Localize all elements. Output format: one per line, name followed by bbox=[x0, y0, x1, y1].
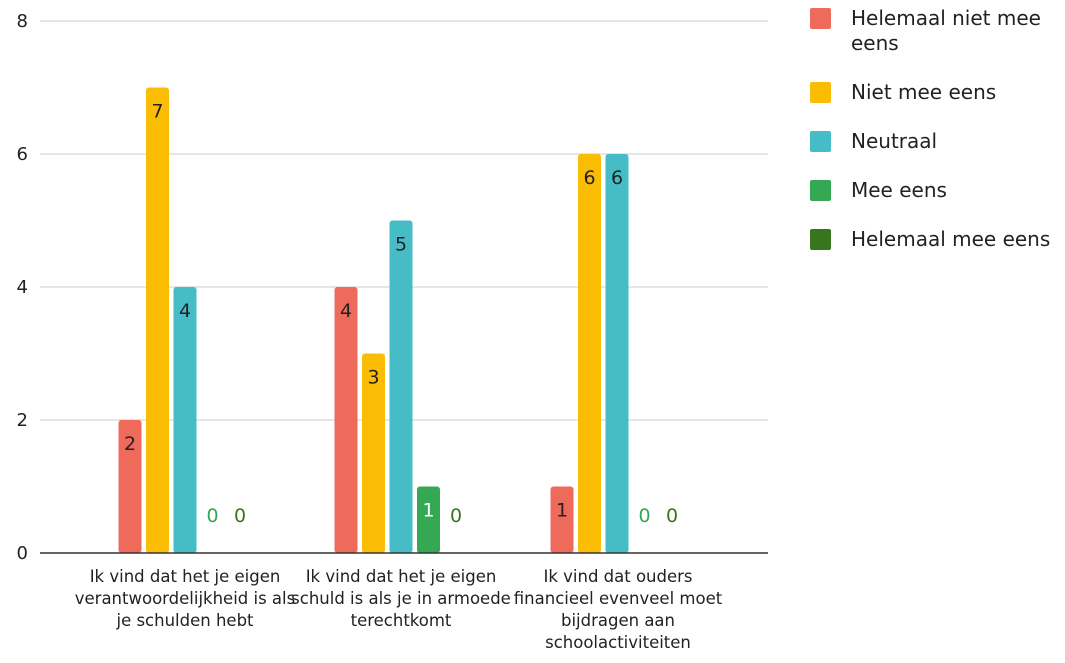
legend-label: Helemaal niet mee eens bbox=[851, 6, 1041, 55]
legend-label: Niet mee eens bbox=[851, 80, 997, 104]
data-label: 4 bbox=[179, 300, 191, 322]
data-label: 0 bbox=[666, 505, 678, 527]
data-label: 4 bbox=[340, 300, 352, 322]
data-label: 1 bbox=[556, 500, 568, 522]
legend-label: Helemaal mee eens bbox=[851, 227, 1051, 251]
legend-item-mee-eens: Mee eens bbox=[810, 178, 1060, 203]
bar bbox=[550, 486, 574, 553]
bar bbox=[417, 486, 440, 553]
legend-label: Neutraal bbox=[851, 129, 938, 153]
data-label: 0 bbox=[206, 505, 218, 527]
y-tick-label: 0 bbox=[17, 543, 28, 564]
x-tick-label: Ik vind dat het je eigen verantwoordelij… bbox=[74, 567, 296, 630]
data-label: 6 bbox=[583, 167, 595, 189]
bar bbox=[334, 287, 358, 553]
data-label: 6 bbox=[611, 167, 623, 189]
legend-label: Mee eens bbox=[851, 178, 947, 202]
data-label: 0 bbox=[234, 505, 246, 527]
data-label: 5 bbox=[395, 234, 407, 256]
bar bbox=[578, 154, 601, 553]
data-label: 1 bbox=[422, 500, 434, 522]
y-tick-label: 6 bbox=[17, 144, 28, 165]
bar bbox=[605, 154, 629, 553]
bar bbox=[118, 420, 142, 553]
bar bbox=[362, 353, 385, 553]
legend: Helemaal niet mee eens Niet mee eens Neu… bbox=[810, 6, 1060, 276]
legend-swatch bbox=[810, 229, 831, 250]
x-tick-label: Ik vind dat het je eigen schuld is als j… bbox=[291, 567, 511, 630]
legend-swatch bbox=[810, 8, 831, 29]
x-tick-label: Ik vind dat ouders financieel evenveel m… bbox=[513, 567, 723, 652]
y-tick-label: 4 bbox=[17, 277, 28, 298]
data-label: 0 bbox=[450, 505, 462, 527]
legend-item-niet-mee-eens: Niet mee eens bbox=[810, 80, 1060, 105]
data-label: 0 bbox=[638, 505, 650, 527]
legend-swatch bbox=[810, 131, 831, 152]
bar bbox=[173, 287, 197, 553]
legend-item-neutraal: Neutraal bbox=[810, 129, 1060, 154]
bar bbox=[389, 220, 413, 553]
data-label: 2 bbox=[124, 433, 136, 455]
data-label: 3 bbox=[367, 367, 379, 389]
legend-swatch bbox=[810, 82, 831, 103]
y-tick-label: 2 bbox=[17, 410, 28, 431]
y-tick-label: 8 bbox=[17, 11, 28, 32]
data-label: 7 bbox=[151, 101, 163, 123]
legend-item-helemaal-mee-eens: Helemaal mee eens bbox=[810, 227, 1060, 252]
bar bbox=[146, 87, 169, 553]
legend-swatch bbox=[810, 180, 831, 201]
legend-item-helemaal-niet-mee-eens: Helemaal niet mee eens bbox=[810, 6, 1060, 56]
